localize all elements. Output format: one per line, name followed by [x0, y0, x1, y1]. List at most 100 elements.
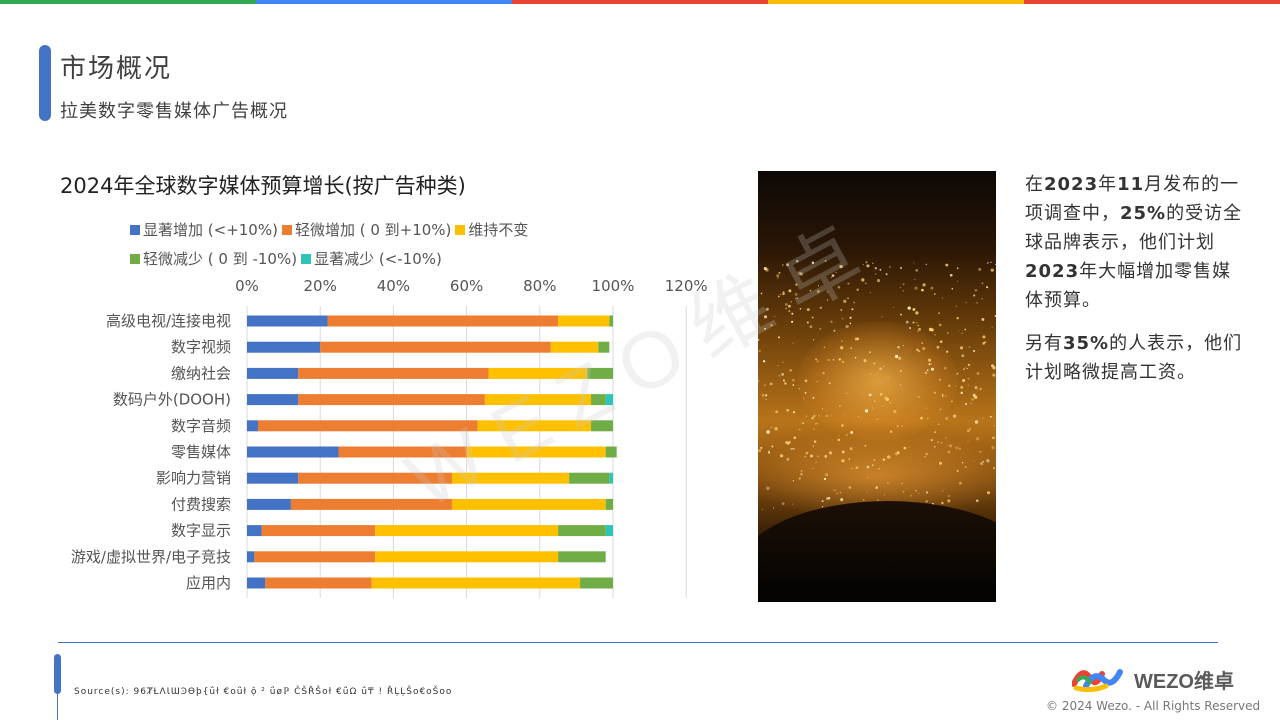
- x-tick-label: 80%: [523, 277, 556, 295]
- light-dot: [925, 491, 929, 494]
- light-dot: [955, 446, 959, 450]
- bar-segment: [247, 394, 299, 406]
- light-dot: [918, 327, 921, 331]
- light-dot: [971, 398, 974, 401]
- light-dot: [822, 408, 823, 410]
- light-dot: [828, 451, 833, 455]
- light-dot: [876, 418, 878, 420]
- light-dot: [792, 503, 794, 505]
- bar-segment: [609, 315, 613, 327]
- light-dot: [773, 507, 775, 509]
- light-dot: [979, 387, 982, 391]
- light-dot: [864, 409, 869, 413]
- light-dot: [951, 400, 953, 403]
- light-dot: [981, 282, 984, 285]
- legend-swatch: [130, 225, 140, 235]
- light-dot: [947, 450, 951, 454]
- bar-segment: [261, 525, 376, 537]
- light-dot: [794, 292, 798, 296]
- light-dot: [881, 316, 883, 318]
- light-dot: [885, 397, 890, 402]
- bar-segment: [247, 420, 258, 432]
- light-dot: [857, 415, 860, 418]
- light-dot: [975, 499, 979, 503]
- light-dot: [816, 455, 819, 458]
- footer-accent-bar: [54, 654, 61, 694]
- light-dot: [962, 379, 966, 382]
- light-dot: [869, 351, 871, 354]
- light-dot: [879, 268, 882, 271]
- light-dot: [907, 306, 911, 310]
- light-dot: [766, 430, 770, 434]
- light-dot: [796, 297, 799, 299]
- top-bar-segment: [0, 0, 256, 4]
- light-dot: [799, 307, 802, 310]
- light-dot: [899, 266, 903, 270]
- light-dot: [862, 263, 864, 266]
- title-accent-bar: [39, 45, 51, 121]
- light-dot: [811, 261, 815, 265]
- light-dot: [875, 486, 879, 489]
- category-label: 应用内: [186, 574, 231, 592]
- light-dot: [900, 313, 903, 316]
- footer-accent-line: [57, 694, 58, 720]
- light-dot: [961, 332, 963, 335]
- bar-segment: [247, 472, 299, 484]
- light-dot: [912, 321, 915, 324]
- light-dot: [822, 372, 825, 375]
- light-dot: [956, 317, 959, 320]
- light-dot: [815, 358, 818, 361]
- light-dot: [792, 480, 795, 482]
- light-dot: [896, 425, 899, 428]
- light-dot: [874, 400, 876, 402]
- light-dot: [866, 465, 870, 469]
- light-dot: [782, 291, 785, 294]
- x-tick-label: 120%: [665, 277, 708, 295]
- top-color-bar: [0, 0, 1280, 4]
- light-dot: [790, 301, 792, 303]
- light-dot: [925, 500, 928, 503]
- light-dot: [871, 464, 874, 466]
- light-dot: [798, 477, 801, 480]
- light-dot: [925, 452, 928, 456]
- light-dot: [841, 424, 844, 427]
- light-dot: [850, 431, 854, 434]
- light-dot: [824, 259, 827, 263]
- light-dot: [781, 502, 785, 505]
- light-dot: [782, 292, 785, 296]
- light-dot: [961, 462, 964, 464]
- light-dot: [771, 445, 774, 448]
- light-dot: [786, 263, 790, 267]
- bar-segment: [569, 472, 610, 484]
- light-dot: [810, 454, 813, 458]
- category-label: 付费搜索: [171, 495, 231, 513]
- legend-swatch: [130, 254, 140, 264]
- light-dot: [967, 440, 969, 443]
- light-dot: [806, 308, 810, 312]
- light-dot: [930, 363, 932, 365]
- light-dot: [879, 392, 883, 396]
- copyright: © 2024 Wezo. - All Rights Reserved: [1046, 699, 1261, 713]
- light-dot: [809, 289, 812, 292]
- light-dot: [783, 379, 785, 382]
- light-dot: [840, 498, 844, 502]
- light-dot: [826, 299, 829, 301]
- light-dot: [812, 467, 814, 470]
- light-dot: [838, 358, 841, 361]
- light-dot: [991, 364, 994, 368]
- light-dot: [928, 363, 931, 366]
- bar-segment: [247, 367, 299, 379]
- light-dot: [895, 354, 899, 359]
- light-dot: [991, 446, 995, 450]
- light-dot: [947, 499, 951, 503]
- light-dot: [973, 294, 976, 297]
- light-dot: [915, 490, 917, 492]
- bar-segment: [605, 525, 613, 537]
- light-dot: [938, 312, 940, 315]
- light-dot: [770, 426, 773, 428]
- light-dot: [990, 261, 992, 263]
- light-dot: [838, 405, 841, 407]
- light-dot: [948, 444, 953, 448]
- bar-segment: [451, 498, 606, 510]
- x-tick-label: 60%: [450, 277, 483, 295]
